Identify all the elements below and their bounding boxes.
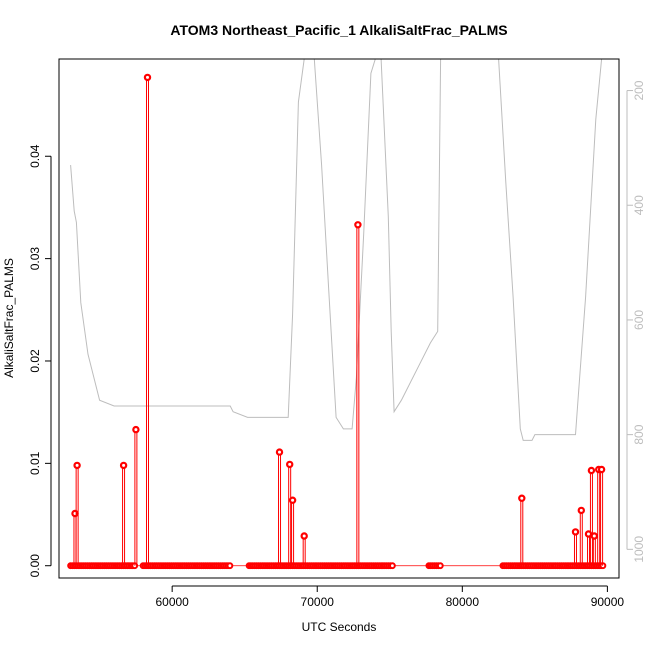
chart-title: ATOM3 Northeast_Pacific_1 AlkaliSaltFrac… bbox=[170, 22, 507, 38]
data-point bbox=[590, 532, 599, 540]
data-point bbox=[436, 562, 444, 570]
y2-tick-label: 1000 bbox=[632, 536, 646, 563]
y2-tick-label: 400 bbox=[632, 195, 646, 215]
data-point bbox=[518, 494, 526, 502]
x-tick-label: 80000 bbox=[446, 595, 480, 609]
data-point bbox=[288, 496, 297, 504]
y-tick-label: 0.02 bbox=[28, 349, 42, 373]
data-point bbox=[73, 461, 81, 470]
plot-frame bbox=[58, 58, 620, 579]
x-axis-label: UTC Seconds bbox=[302, 620, 377, 634]
plot-area bbox=[67, 58, 607, 570]
data-point bbox=[132, 425, 140, 434]
y2-tick-label: 600 bbox=[632, 310, 646, 330]
y-tick-label: 0.03 bbox=[28, 247, 42, 271]
y-tick-label: 0.01 bbox=[28, 451, 42, 475]
y2-tick-label: 200 bbox=[632, 80, 646, 100]
y-tick-label: 0.04 bbox=[28, 144, 42, 168]
data-point bbox=[571, 528, 580, 536]
x-tick-label: 90000 bbox=[591, 595, 625, 609]
data-point bbox=[226, 562, 234, 570]
y-axis-label: AlkaliSaltFrac_PALMS bbox=[2, 258, 16, 378]
data-point bbox=[275, 448, 284, 456]
axes: 60000 70000 80000 90000 0.00 0.01 0.02 0.03 0.04… bbox=[28, 80, 646, 609]
data-point bbox=[119, 461, 128, 470]
data-point bbox=[71, 509, 79, 518]
data-point bbox=[597, 465, 606, 474]
data-point bbox=[587, 466, 596, 475]
secondary-series-line bbox=[70, 58, 603, 441]
data-point bbox=[300, 532, 308, 540]
y-tick-label: 0.00 bbox=[28, 554, 42, 578]
y2-tick-label: 800 bbox=[632, 424, 646, 444]
data-point bbox=[354, 221, 362, 229]
data-point bbox=[286, 460, 294, 469]
x-tick-label: 70000 bbox=[301, 595, 335, 609]
data-point bbox=[577, 506, 586, 515]
data-point bbox=[584, 530, 593, 538]
data-point bbox=[143, 73, 152, 82]
data-point bbox=[389, 562, 396, 570]
x-tick-label: 60000 bbox=[155, 595, 189, 609]
